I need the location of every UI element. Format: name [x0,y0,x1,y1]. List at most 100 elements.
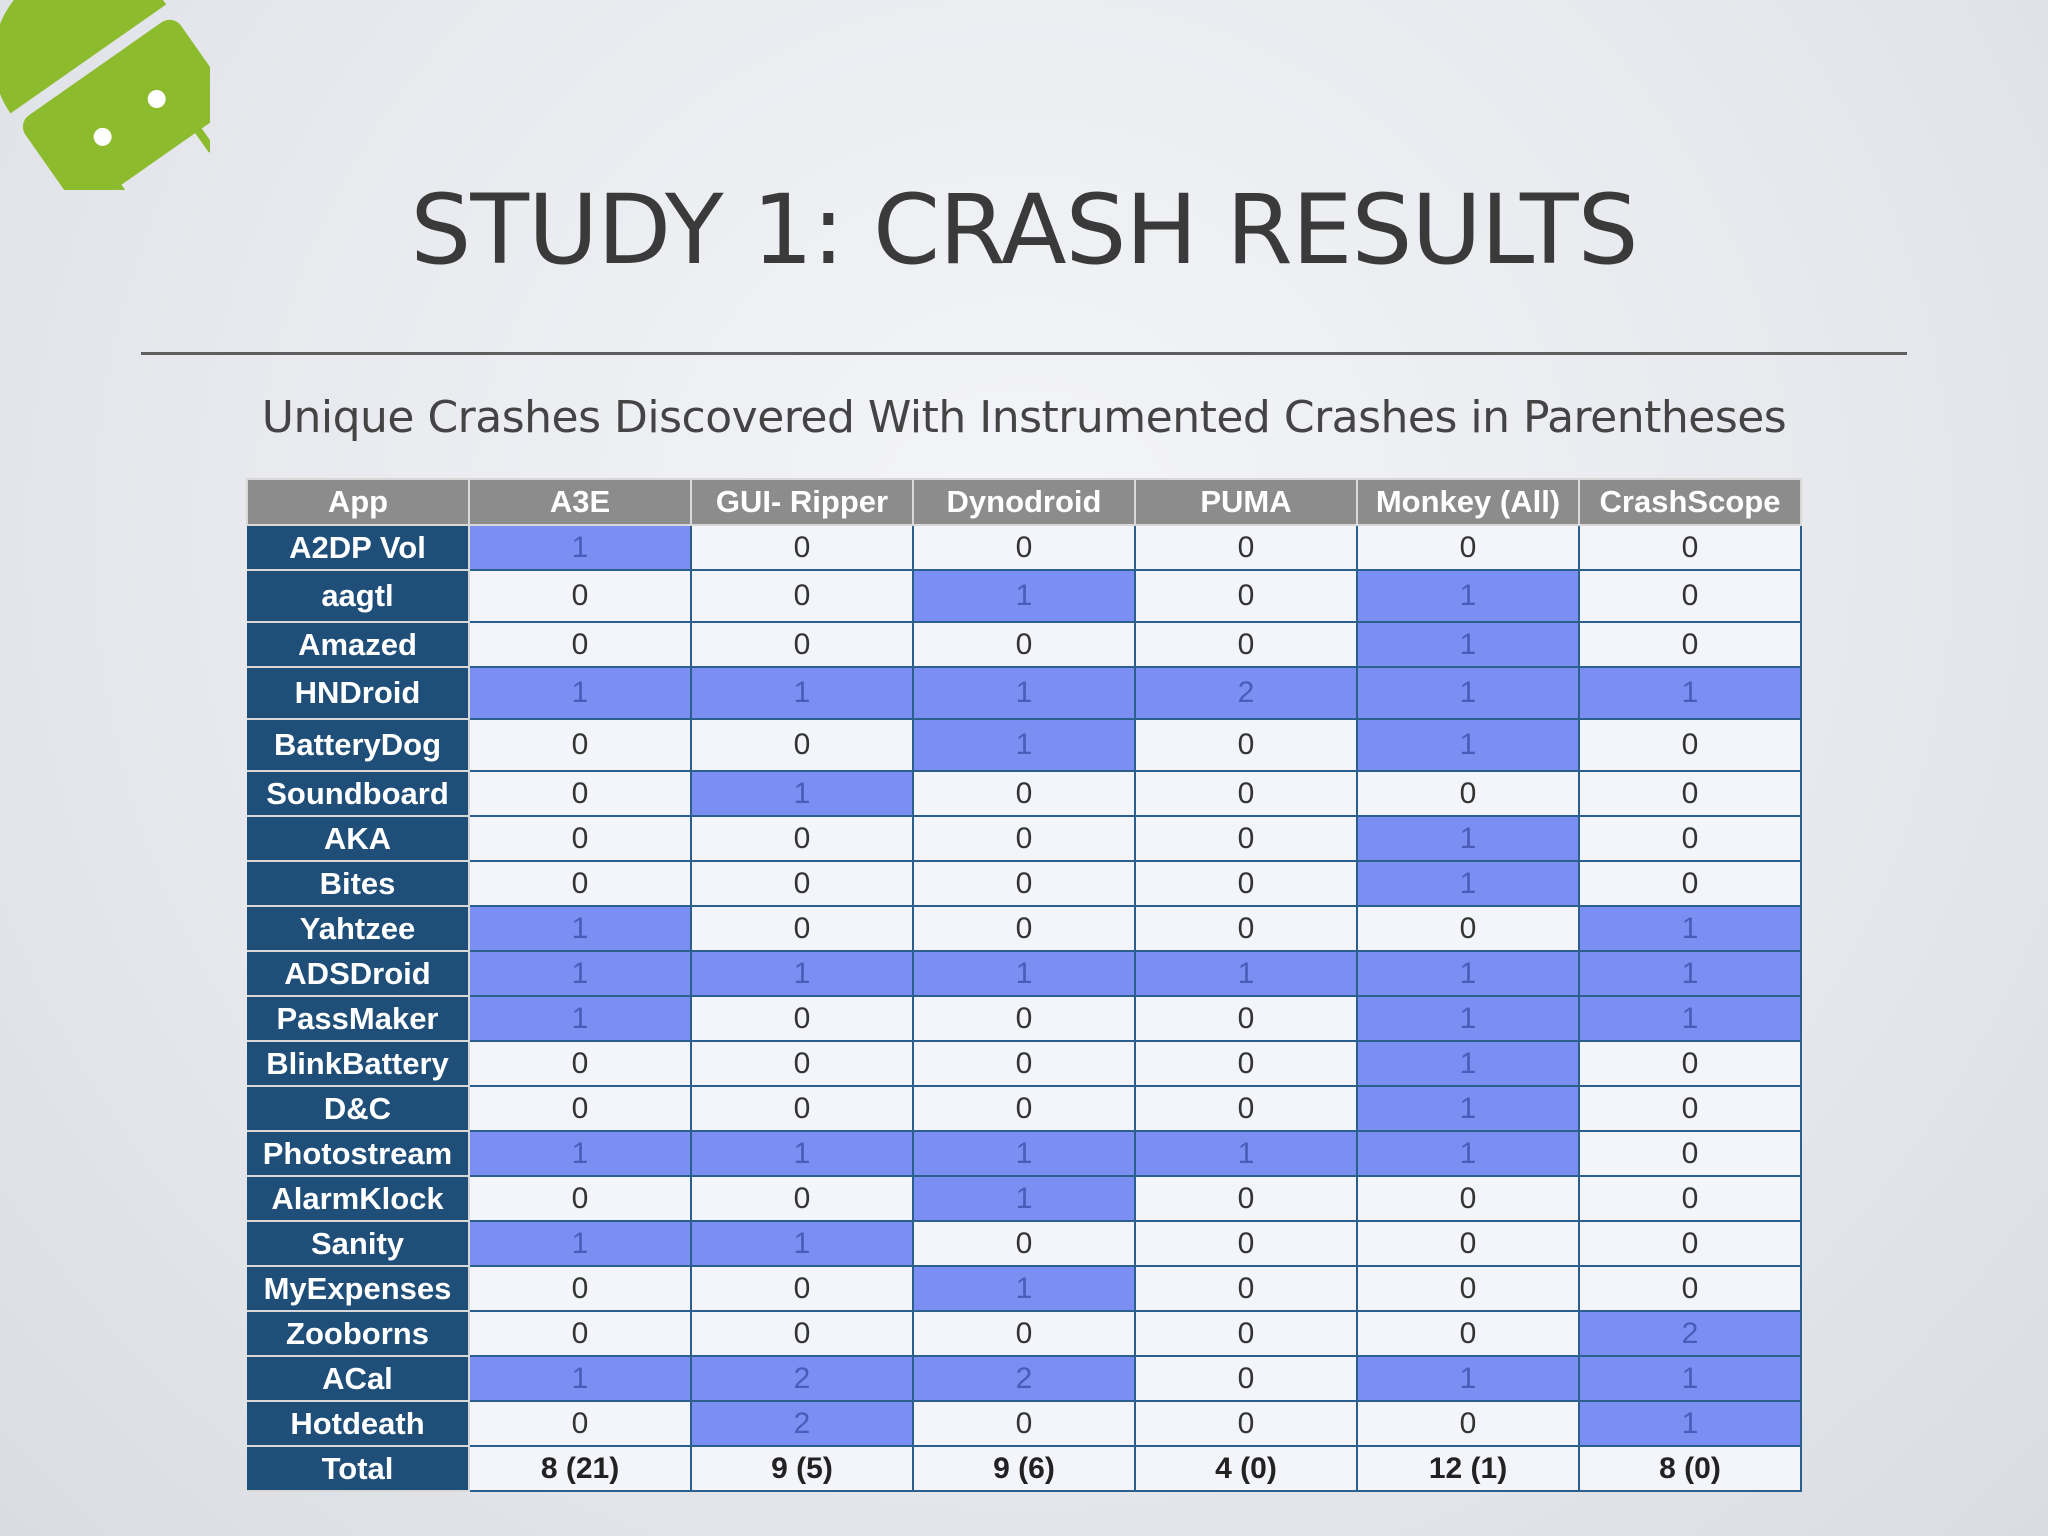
crash-count-cell: 0 [1134,905,1358,952]
crash-count-cell: 0 [468,569,692,623]
crash-count-cell: 1 [1578,666,1802,720]
crash-count-cell: 0 [1134,1085,1358,1132]
table-row: Amazed 0 0 0 0 1 0 [247,621,1802,668]
crash-count-cell: 1 [1356,666,1580,720]
crash-count-cell: 0 [912,524,1136,571]
table-row: Soundboard 0 1 0 0 0 0 [247,770,1802,817]
crash-count-cell: 1 [1356,621,1580,668]
crash-count-cell: 0 [468,770,692,817]
crash-count-cell: 0 [690,524,914,571]
crash-count-cell: 0 [1356,1175,1580,1222]
app-name-cell: Zooborns [247,1310,470,1357]
crash-count-cell: 0 [690,718,914,772]
table-row: PassMaker 1 0 0 0 1 1 [247,995,1802,1042]
column-header-app: App [246,478,470,526]
crash-count-cell: 1 [1356,950,1580,997]
app-name-cell: Bites [247,860,470,907]
crash-count-cell: 0 [1134,770,1358,817]
table-header-row: App A3E GUI- Ripper Dynodroid PUMA Monkey (Al… [246,478,1802,526]
crash-count-cell: 0 [1134,1355,1358,1402]
crash-count-cell: 2 [1134,666,1358,720]
crash-count-cell: 1 [912,1130,1136,1177]
total-value-cell: 9 (6) [912,1445,1136,1492]
column-header-tool: GUI- Ripper [690,478,914,526]
crash-count-cell: 0 [468,1400,692,1447]
crash-count-cell: 0 [1578,1175,1802,1222]
total-label-cell: Total [247,1445,470,1492]
crash-count-cell: 0 [912,905,1136,952]
crash-count-cell: 0 [1578,1265,1802,1312]
crash-count-cell: 0 [912,770,1136,817]
crash-count-cell: 0 [1578,621,1802,668]
crash-results-table: App A3E GUI- Ripper Dynodroid PUMA Monkey (Al… [246,478,1802,1492]
crash-count-cell: 0 [1356,524,1580,571]
app-name-cell: Photostream [247,1130,470,1177]
crash-count-cell: 1 [1356,860,1580,907]
crash-count-cell: 0 [468,1040,692,1087]
crash-count-cell: 0 [690,815,914,862]
crash-count-cell: 1 [1356,1040,1580,1087]
app-name-cell: Hotdeath [247,1400,470,1447]
title-divider [141,352,1907,355]
crash-count-cell: 0 [690,1040,914,1087]
app-name-cell: MyExpenses [247,1265,470,1312]
table-row: aagtl 0 0 1 0 1 0 [247,569,1802,623]
crash-count-cell: 0 [1134,569,1358,623]
table-row: Sanity 1 1 0 0 0 0 [247,1220,1802,1267]
app-name-cell: PassMaker [247,995,470,1042]
crash-count-cell: 1 [690,770,914,817]
table-row: D&C 0 0 0 0 1 0 [247,1085,1802,1132]
crash-count-cell: 1 [690,666,914,720]
crash-count-cell: 0 [1134,621,1358,668]
crash-count-cell: 1 [912,569,1136,623]
crash-count-cell: 0 [1134,1220,1358,1267]
column-header-tool: Dynodroid [912,478,1136,526]
crash-count-cell: 1 [1578,1355,1802,1402]
crash-count-cell: 0 [1578,1130,1802,1177]
total-value-cell: 8 (0) [1578,1445,1802,1492]
table-row: HNDroid 1 1 1 2 1 1 [247,666,1802,720]
crash-count-cell: 0 [468,621,692,668]
crash-count-cell: 1 [1578,995,1802,1042]
crash-count-cell: 1 [1356,718,1580,772]
crash-count-cell: 0 [1356,770,1580,817]
app-name-cell: Sanity [247,1220,470,1267]
crash-count-cell: 0 [1578,860,1802,907]
crash-count-cell: 0 [468,1085,692,1132]
app-name-cell: ACal [247,1355,470,1402]
crash-count-cell: 1 [468,905,692,952]
crash-count-cell: 0 [690,995,914,1042]
crash-count-cell: 1 [468,950,692,997]
crash-count-cell: 0 [1356,1400,1580,1447]
crash-count-cell: 1 [1356,1355,1580,1402]
crash-count-cell: 0 [1134,860,1358,907]
table-row: MyExpenses 0 0 1 0 0 0 [247,1265,1802,1312]
crash-count-cell: 2 [690,1355,914,1402]
crash-count-cell: 0 [912,621,1136,668]
crash-count-cell: 1 [1356,1130,1580,1177]
crash-count-cell: 0 [690,1085,914,1132]
crash-count-cell: 2 [1578,1310,1802,1357]
column-header-tool: Monkey (All) [1356,478,1580,526]
table-row: A2DP Vol 1 0 0 0 0 0 [247,524,1802,571]
crash-count-cell: 0 [1134,524,1358,571]
table-row: ADSDroid 1 1 1 1 1 1 [247,950,1802,997]
crash-count-cell: 0 [690,569,914,623]
crash-count-cell: 0 [912,815,1136,862]
crash-count-cell: 2 [912,1355,1136,1402]
crash-count-cell: 1 [912,950,1136,997]
crash-count-cell: 1 [1356,815,1580,862]
crash-count-cell: 0 [912,995,1136,1042]
crash-count-cell: 1 [1578,950,1802,997]
crash-count-cell: 0 [1356,905,1580,952]
crash-count-cell: 0 [1356,1310,1580,1357]
crash-count-cell: 0 [690,1175,914,1222]
crash-count-cell: 0 [468,1265,692,1312]
crash-count-cell: 0 [912,1040,1136,1087]
app-name-cell: Soundboard [247,770,470,817]
crash-count-cell: 0 [1578,770,1802,817]
crash-count-cell: 0 [912,1085,1136,1132]
crash-count-cell: 0 [1578,524,1802,571]
slide-title: STUDY 1: CRASH RESULTS [410,174,1638,286]
crash-count-cell: 1 [690,1220,914,1267]
